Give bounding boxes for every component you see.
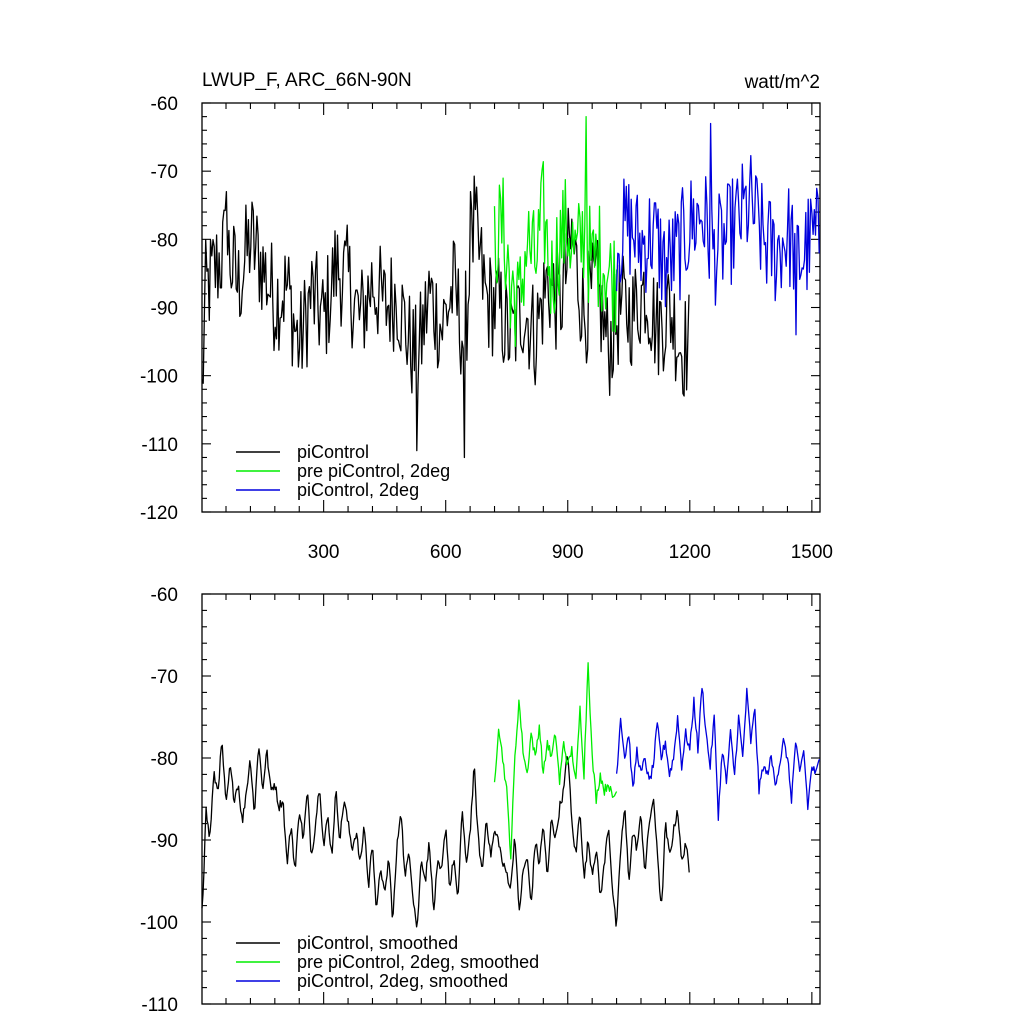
legend-label: pre piControl, 2deg	[297, 461, 450, 481]
top-panel: LWUP_F, ARC_66N-90N watt/m^2 -60 -70 -80 -9…	[140, 70, 833, 563]
units-label: watt/m^2	[744, 72, 820, 93]
chart-title: LWUP_F, ARC_66N-90N	[202, 70, 412, 91]
y-tick-label: -120	[140, 503, 178, 524]
y-tick-label: -80	[151, 230, 178, 251]
legend-label: piControl	[297, 442, 369, 462]
y-tick-label: -110	[141, 435, 178, 456]
legend-label: piControl, 2deg	[297, 480, 419, 500]
x-tick-label: 1200	[669, 542, 711, 563]
x-axis-top: 300 600 900 1200 1500	[225, 103, 833, 563]
y-tick-label: -100	[140, 913, 178, 934]
plot-frame-bottom	[201, 593, 821, 1005]
x-tick-label: 900	[552, 542, 584, 563]
y-tick-label: -110	[141, 995, 178, 1016]
series-line-1-1	[201, 175, 690, 459]
legend-label: pre piControl, 2deg, smoothed	[297, 952, 539, 972]
series-line-1-3	[615, 122, 820, 336]
y-axis-top: -60 -70 -80 -90 -100 -110 -120	[140, 94, 820, 524]
y-tick-label: -90	[151, 831, 178, 852]
series-line-2-1	[201, 744, 690, 928]
y-tick-label: -60	[151, 585, 178, 606]
series-top	[201, 115, 820, 459]
x-tick-label: 600	[430, 542, 462, 563]
series-line-2-3	[615, 687, 821, 821]
series-line-1-2	[493, 115, 618, 347]
legend-label: piControl, smoothed	[297, 933, 458, 953]
x-axis-bottom	[225, 594, 813, 1004]
y-tick-label: -100	[140, 367, 178, 388]
x-tick-label: 300	[308, 542, 340, 563]
y-tick-label: -90	[151, 299, 178, 320]
y-tick-label: -60	[151, 94, 178, 115]
y-axis-bottom: -60 -70 -80 -90 -100 -110	[140, 585, 820, 1016]
y-tick-label: -80	[151, 749, 178, 770]
series-line-2-2	[493, 662, 618, 860]
series-bottom	[201, 662, 821, 928]
legend-label: piControl, 2deg, smoothed	[297, 971, 508, 991]
y-tick-label: -70	[151, 162, 178, 183]
y-tick-label: -70	[151, 667, 178, 688]
bottom-panel: -60 -70 -80 -90 -100 -110 piControl, smoothed…	[140, 585, 821, 1016]
x-tick-label: 1500	[791, 542, 833, 563]
